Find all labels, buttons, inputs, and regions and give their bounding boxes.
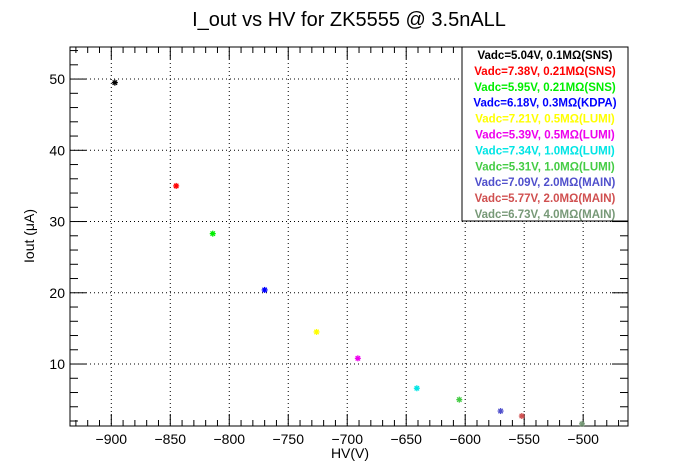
plot-frame <box>69 46 629 427</box>
data-point <box>173 182 180 189</box>
legend-entry: Vadc=5.39V, 0.5MΩ(LUMI) <box>475 130 615 142</box>
y-axis-title: Iout (μA) <box>21 209 37 263</box>
axis-layer: −900 −850 −800 −750 −700 −650 −600 −550 −500 10 20… <box>49 47 628 447</box>
data-point <box>578 420 585 427</box>
x-tick-label: −750 <box>272 431 304 447</box>
data-point <box>111 79 118 86</box>
legend-entry: Vadc=5.31V, 1.0MΩ(LUMI) <box>475 161 615 173</box>
data-point <box>518 413 525 420</box>
y-tick-label: 20 <box>49 285 65 301</box>
y-tick-label: 30 <box>49 214 65 230</box>
x-tick-label: −550 <box>508 431 540 447</box>
x-tick-label: −650 <box>390 431 422 447</box>
x-tick-label: −800 <box>213 431 245 447</box>
data-point <box>313 328 320 335</box>
data-point <box>209 230 216 237</box>
x-tick-label: −700 <box>331 431 363 447</box>
chart-title: I_out vs HV for ZK5555 @ 3.5nALL <box>192 9 506 31</box>
legend: Vadc=5.04V, 0.1MΩ(SNS) Vadc=7.38V, 0.21MΩ… <box>461 46 629 222</box>
legend-entry: Vadc=7.34V, 1.0MΩ(LUMI) <box>475 145 615 157</box>
points-layer <box>111 79 585 427</box>
legend-entry: Vadc=6.18V, 0.3MΩ(KDPA) <box>473 98 616 110</box>
legend-entry: Vadc=6.73V, 4.0MΩ(MAIN) <box>475 209 616 221</box>
legend-entry: Vadc=5.04V, 0.1MΩ(SNS) <box>477 50 612 62</box>
data-point <box>354 355 361 362</box>
legend-entry: Vadc=7.09V, 2.0MΩ(MAIN) <box>475 177 616 189</box>
data-point <box>497 408 504 415</box>
legend-box <box>461 46 629 222</box>
legend-entry: Vadc=7.21V, 0.5MΩ(LUMI) <box>475 114 615 126</box>
data-point <box>261 286 268 293</box>
data-point <box>413 385 420 392</box>
legend-entry: Vadc=5.95V, 0.21MΩ(SNS) <box>474 82 616 94</box>
x-tick-label: −850 <box>155 431 187 447</box>
x-tick-label: −500 <box>567 431 599 447</box>
legend-entry: Vadc=5.77V, 2.0MΩ(MAIN) <box>475 193 616 205</box>
y-tick-label: 40 <box>49 142 65 158</box>
x-tick-label: −600 <box>449 431 481 447</box>
x-axis-title: HV(V) <box>331 445 369 461</box>
y-tick-label: 10 <box>49 356 65 372</box>
x-tick-label: −900 <box>96 431 128 447</box>
data-point <box>456 396 463 403</box>
legend-entry: Vadc=7.38V, 0.21MΩ(SNS) <box>474 66 616 78</box>
y-tick-label: 50 <box>49 71 65 87</box>
